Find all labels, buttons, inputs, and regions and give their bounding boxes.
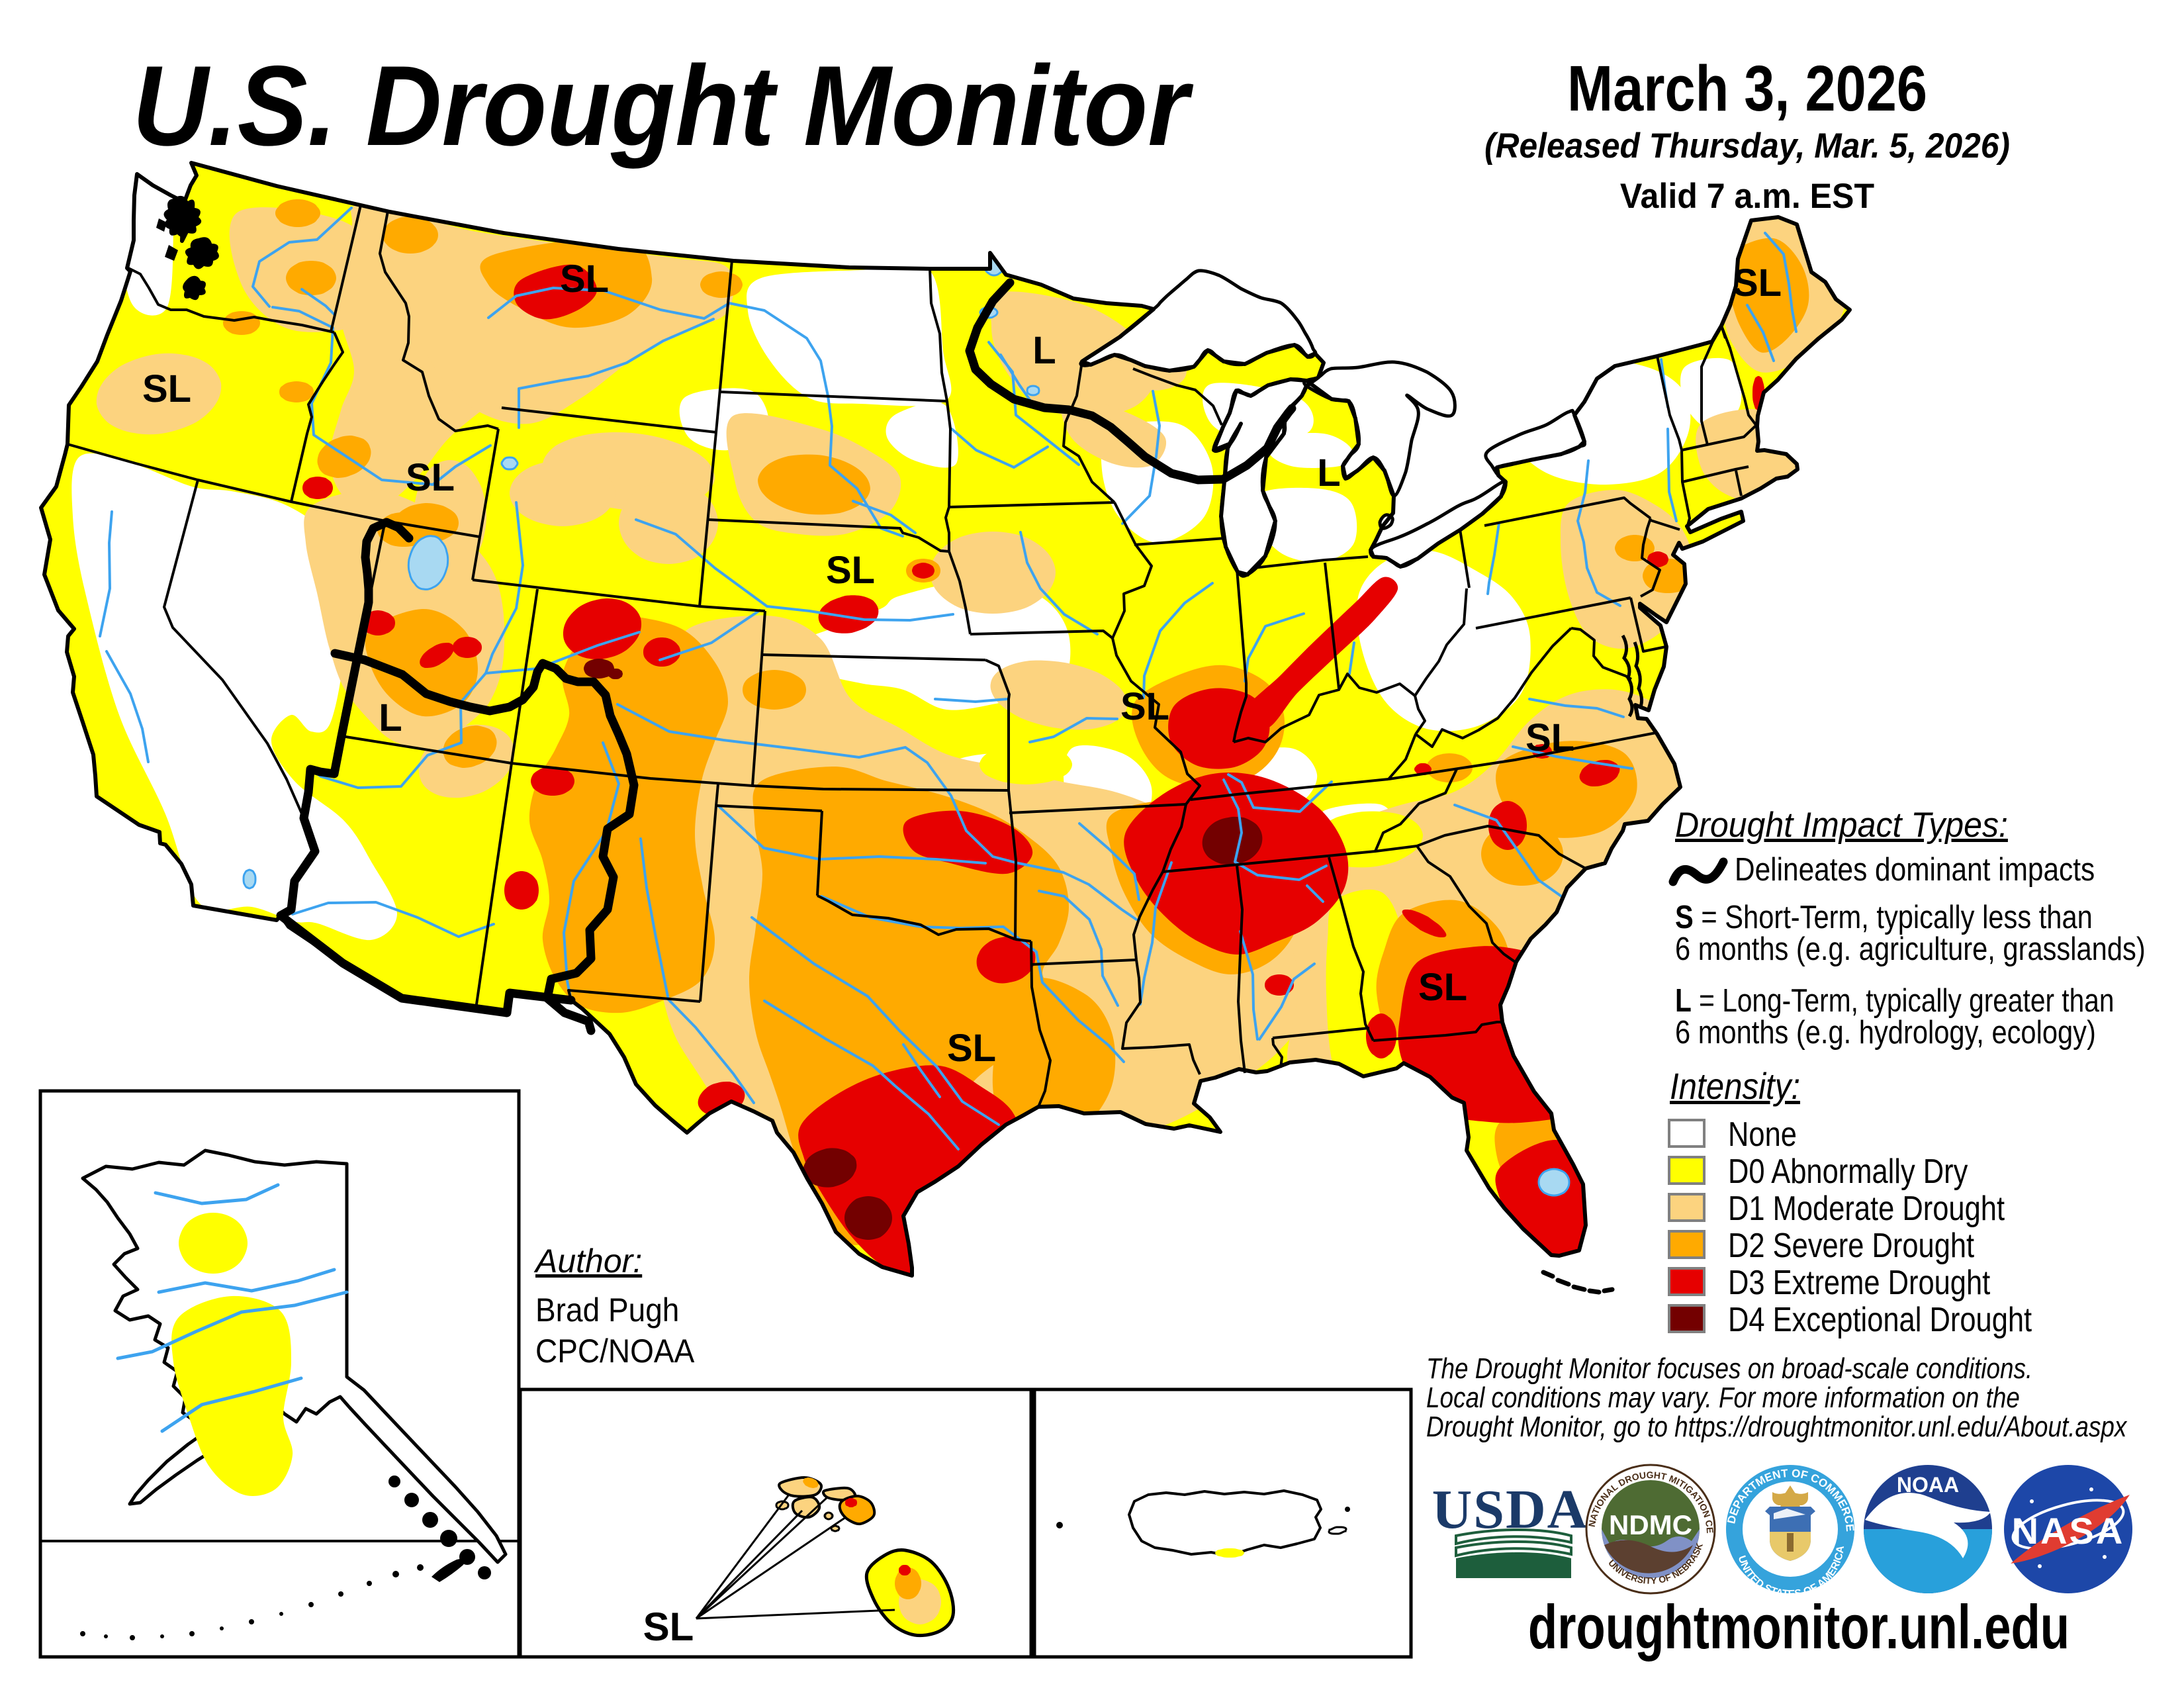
- svg-text:SL: SL: [643, 1605, 694, 1649]
- svg-text:L: L: [1032, 329, 1056, 372]
- svg-text:SL: SL: [826, 549, 875, 592]
- svg-text:UNIVERSITY OF NEBRASKA: UNIVERSITY OF NEBRASKA: [0, 0, 1705, 1586]
- svg-text:SL: SL: [560, 258, 609, 301]
- svg-text:L: L: [379, 696, 402, 739]
- svg-text:NASA: NASA: [2012, 1510, 2125, 1552]
- svg-text:NDMC: NDMC: [1609, 1509, 1692, 1540]
- svg-text:SL: SL: [406, 456, 455, 499]
- svg-text:NOAA: NOAA: [1897, 1473, 1959, 1497]
- svg-text:SL: SL: [1525, 716, 1574, 759]
- svg-text:SL: SL: [1120, 685, 1169, 728]
- svg-text:L: L: [1317, 451, 1340, 494]
- svg-text:SL: SL: [1733, 261, 1782, 305]
- svg-text:NATIONAL DROUGHT MITIGATION CE: NATIONAL DROUGHT MITIGATION CENTER: [0, 0, 1715, 1534]
- svg-text:SL: SL: [142, 367, 191, 410]
- svg-text:SL: SL: [947, 1027, 996, 1070]
- svg-text:SL: SL: [1418, 966, 1467, 1009]
